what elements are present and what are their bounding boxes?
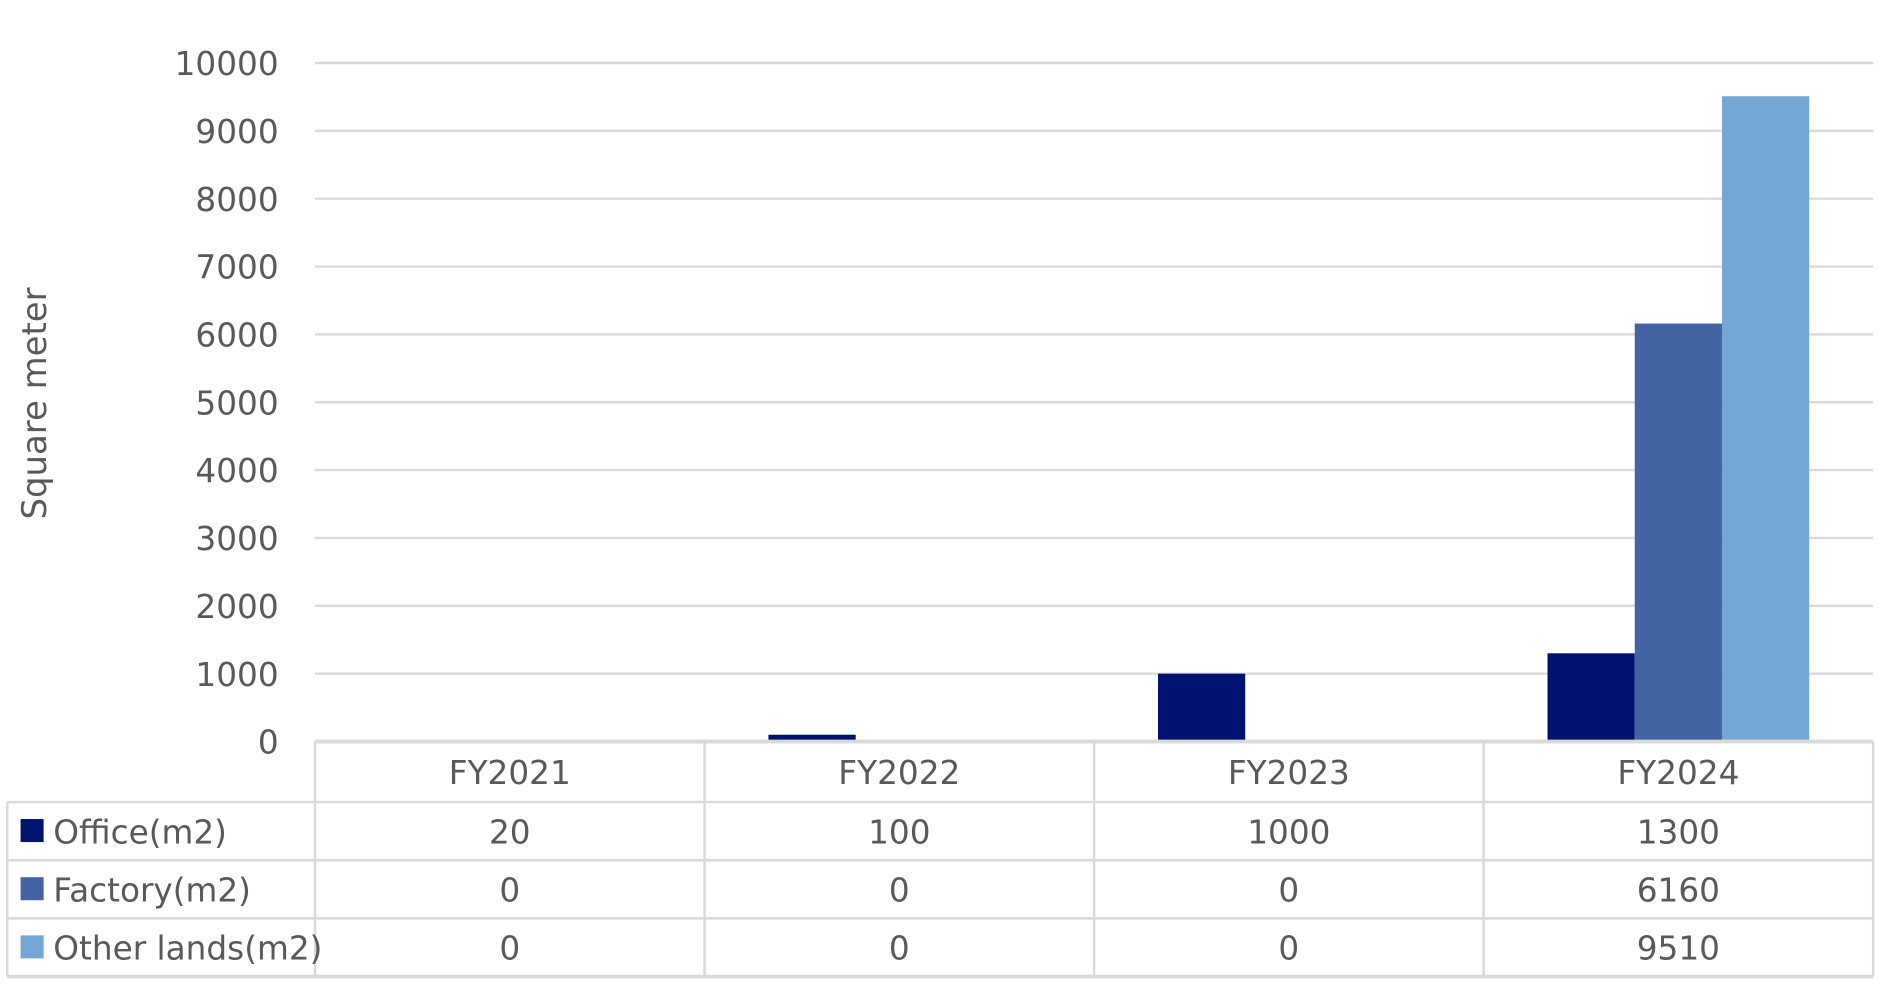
legend-label: Other lands(m2) xyxy=(53,930,322,968)
data-table-value: 0 xyxy=(499,871,520,909)
x-category-label: FY2022 xyxy=(838,754,960,792)
data-table-value: 1300 xyxy=(1637,813,1720,851)
bar-office-m-fy2024 xyxy=(1547,653,1635,742)
data-table-value: 0 xyxy=(1278,871,1299,909)
legend-swatch xyxy=(20,877,44,901)
legend-label: Office(m2) xyxy=(53,813,227,851)
x-category-label: FY2024 xyxy=(1617,754,1739,792)
y-tick-label: 4000 xyxy=(195,452,278,490)
y-tick-label: 5000 xyxy=(195,384,278,422)
y-axis-label: Square meter xyxy=(15,287,54,519)
y-tick-label: 6000 xyxy=(195,317,278,355)
y-tick-label: 1000 xyxy=(195,656,278,694)
data-table-value: 9510 xyxy=(1637,930,1720,968)
legend-label: Factory(m2) xyxy=(53,871,251,909)
y-tick-label: 8000 xyxy=(195,181,278,219)
y-tick-label: 0 xyxy=(258,724,279,762)
legend-swatch xyxy=(20,819,44,843)
y-tick-label: 9000 xyxy=(195,113,278,151)
bar-office-m-fy2022 xyxy=(768,734,856,742)
bar-office-m-fy2023 xyxy=(1157,673,1246,742)
y-tick-label: 2000 xyxy=(195,588,278,626)
y-tick-label: 10000 xyxy=(175,45,279,83)
bar-factory-m-fy2024 xyxy=(1634,323,1722,742)
legend-swatch xyxy=(20,935,44,959)
data-table-value: 0 xyxy=(889,871,910,909)
x-category-label: FY2021 xyxy=(449,754,571,792)
data-table-value: 0 xyxy=(889,930,910,968)
data-table-value: 100 xyxy=(868,813,930,851)
data-table-value: 0 xyxy=(1278,930,1299,968)
data-table-value: 20 xyxy=(489,813,531,851)
data-table-value: 1000 xyxy=(1247,813,1330,851)
bar-other-lands-m-fy2024 xyxy=(1721,96,1810,742)
y-tick-label: 7000 xyxy=(195,249,278,287)
y-tick-label: 3000 xyxy=(195,520,278,558)
data-table-value: 0 xyxy=(499,930,520,968)
data-table-value: 6160 xyxy=(1637,871,1720,909)
x-category-label: FY2023 xyxy=(1228,754,1350,792)
